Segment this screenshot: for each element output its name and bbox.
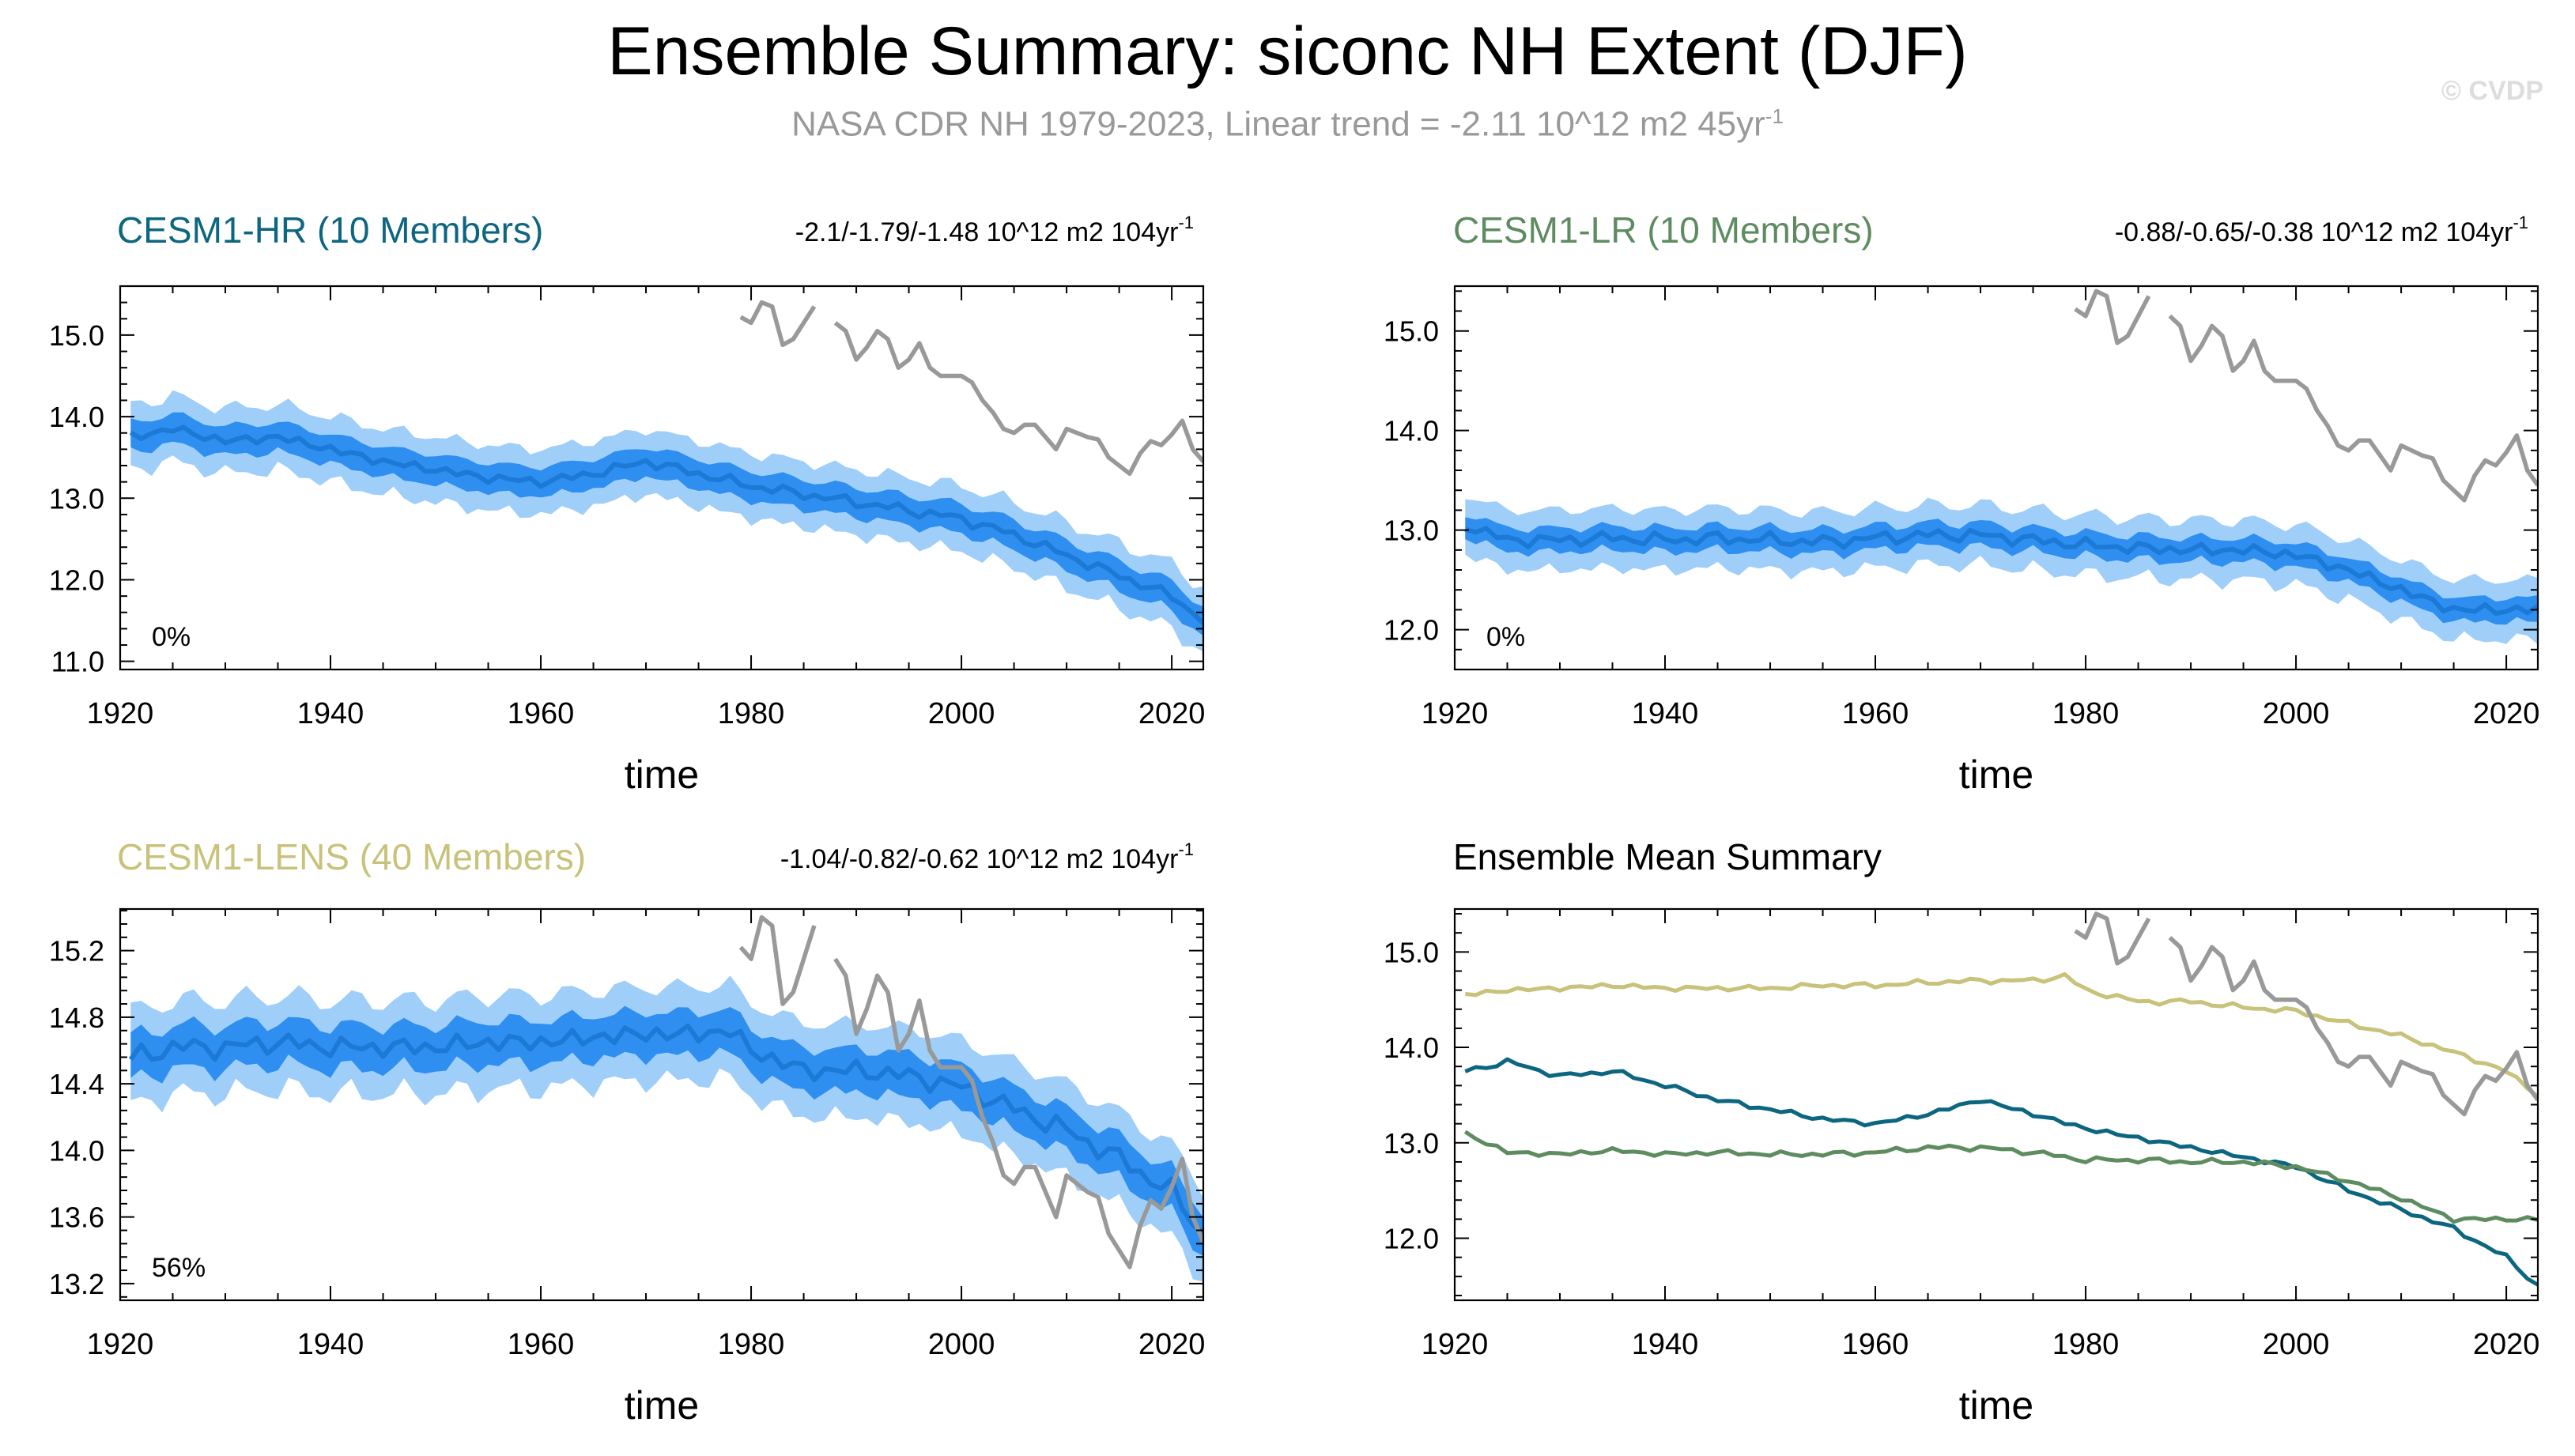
x-tick-label: 1920: [1422, 1328, 1489, 1361]
trend-exponent: -1: [2513, 213, 2528, 232]
observation-line: [833, 321, 1203, 477]
plot-frame: [1453, 285, 2539, 671]
y-tick-label: 12.0: [1384, 614, 1439, 647]
figure-title: Ensemble Summary: siconc NH Extent (DJF): [607, 13, 1968, 89]
observation-line: [738, 915, 817, 1006]
observation-line: [2074, 911, 2151, 966]
x-axis-label: time: [1959, 753, 2033, 797]
x-tick-label: 2020: [1138, 697, 1206, 730]
observation-line: [2168, 936, 2538, 1117]
figure-subtitle-text: NASA CDR NH 1979-2023, Linear trend = -2…: [791, 104, 1765, 144]
plot-area-lr: [1464, 289, 2538, 645]
panel-title: CESM1-LENS (40 Members): [117, 836, 586, 877]
x-axis-label: time: [625, 753, 699, 797]
observation-line: [739, 300, 817, 348]
x-tick-label: 1960: [508, 697, 575, 730]
plot-frame: [119, 285, 1205, 671]
x-axis-label: time: [1959, 1383, 2033, 1428]
x-tick-label: 1920: [87, 1328, 154, 1361]
percent-label: 0%: [152, 622, 191, 652]
trend-text: -1.04/-0.82/-0.62 10^12 m2 104yr: [780, 844, 1179, 874]
y-tick-label: 15.0: [1384, 936, 1439, 968]
x-tick-label: 1960: [1842, 697, 1909, 730]
x-tick-label: 1960: [1842, 1328, 1909, 1361]
x-tick-label: 1920: [1422, 697, 1489, 730]
plot-area-mean: [1463, 911, 2538, 1287]
y-tick-label: 14.4: [49, 1068, 104, 1100]
panel-title: Ensemble Mean Summary: [1453, 836, 1882, 877]
chart-panel-mean: 1920 1940 1960 1980 2000 2020 12.0 13.0 14.0 15.0…: [1384, 836, 2539, 1428]
plot-area-lens: [128, 915, 1203, 1282]
x-tick-label: 2020: [1138, 1328, 1206, 1361]
y-tick-label: 13.0: [49, 482, 104, 515]
x-tick-label: 2000: [2263, 1328, 2330, 1361]
series-line-cesm1-lr: [1463, 1130, 2538, 1224]
y-tick-label: 13.0: [1384, 515, 1439, 547]
y-tick-label: 12.0: [1384, 1223, 1439, 1255]
trend-exponent: -1: [1178, 839, 1194, 859]
x-tick-label: 1980: [718, 697, 785, 730]
y-tick-label: 15.0: [49, 319, 104, 352]
x-tick-label: 1940: [297, 697, 364, 730]
y-tick-label: 14.0: [1384, 1032, 1439, 1064]
trend-text: -2.1/-1.79/-1.48 10^12 m2 104yr: [795, 217, 1179, 247]
x-tick-label: 1920: [87, 697, 154, 730]
chart-panel-lr: 0% 1920 1940 1960 1980 2000 2020 12.0 13.0 14.0 15…: [1384, 209, 2539, 797]
plot-area-hr: [129, 300, 1203, 652]
y-tick-label: 13.0: [1384, 1127, 1439, 1160]
observation-line: [2074, 289, 2151, 345]
y-tick-label: 14.8: [49, 1001, 104, 1034]
y-tick-label: 14.0: [49, 1134, 104, 1167]
x-tick-label: 2000: [928, 1328, 995, 1361]
percent-label: 0%: [1486, 622, 1525, 652]
y-tick-label: 13.2: [49, 1268, 104, 1300]
series-line-cesm1-hr: [1464, 1057, 2538, 1287]
ensemble-mean-line: [1464, 526, 2538, 616]
figure-subtitle-exponent: -1: [1765, 104, 1784, 128]
y-tick-label: 14.0: [49, 401, 104, 433]
x-tick-label: 1940: [1632, 1328, 1699, 1361]
panel-trend-label: -1.04/-0.82/-0.62 10^12 m2 104yr-1: [780, 839, 1194, 874]
x-tick-label: 1980: [2052, 697, 2120, 730]
observation-line: [833, 957, 1203, 1269]
y-tick-label: 13.6: [49, 1201, 104, 1234]
x-tick-label: 1940: [1632, 697, 1699, 730]
series-line-cesm1-lens: [1465, 971, 2538, 1099]
y-tick-label: 15.0: [1384, 315, 1439, 348]
x-tick-label: 1980: [718, 1328, 785, 1361]
ensemble-interquartile-band: [130, 1005, 1203, 1256]
x-tick-label: 2000: [928, 697, 995, 730]
x-tick-label: 1940: [297, 1328, 364, 1361]
plot-frame: [119, 907, 1205, 1302]
ensemble-interquartile-band: [1465, 517, 2538, 625]
y-tick-label: 14.0: [1384, 415, 1439, 447]
panel-trend-label: -0.88/-0.65/-0.38 10^12 m2 104yr-1: [2115, 213, 2528, 247]
panel-trend-label: -2.1/-1.79/-1.48 10^12 m2 104yr-1: [795, 213, 1194, 247]
x-tick-label: 2020: [2473, 1328, 2540, 1361]
y-tick-label: 12.0: [49, 564, 104, 596]
panel-title: CESM1-LR (10 Members): [1453, 209, 1874, 251]
x-tick-label: 2000: [2263, 697, 2330, 730]
x-axis-label: time: [625, 1383, 699, 1428]
y-tick-label: 15.2: [49, 935, 104, 968]
figure-subtitle: NASA CDR NH 1979-2023, Linear trend = -2…: [0, 104, 2575, 145]
x-tick-label: 1960: [508, 1328, 575, 1361]
ensemble-interquartile-band: [130, 412, 1203, 636]
copyright-watermark: © CVDP: [2441, 76, 2543, 106]
ensemble-mean-line: [129, 424, 1203, 625]
percent-label: 56%: [152, 1253, 206, 1283]
chart-panel-lens: 56% 1920 1940 1960 1980 2000 2020 13.2 13.6 14.0 1…: [49, 836, 1205, 1428]
panel-title: CESM1-HR (10 Members): [117, 209, 543, 251]
chart-panel-hr: 0% 1920 1940 1960 1980 2000 2020 11.0 12.0 13.0 14…: [49, 209, 1205, 797]
x-tick-label: 2020: [2473, 697, 2540, 730]
trend-exponent: -1: [1178, 213, 1194, 232]
trend-text: -0.88/-0.65/-0.38 10^12 m2 104yr: [2115, 217, 2513, 247]
ensemble-mean-line: [128, 1023, 1203, 1235]
observation-line: [2168, 314, 2538, 503]
y-tick-label: 11.0: [51, 646, 104, 678]
x-tick-label: 1980: [2052, 1328, 2120, 1361]
